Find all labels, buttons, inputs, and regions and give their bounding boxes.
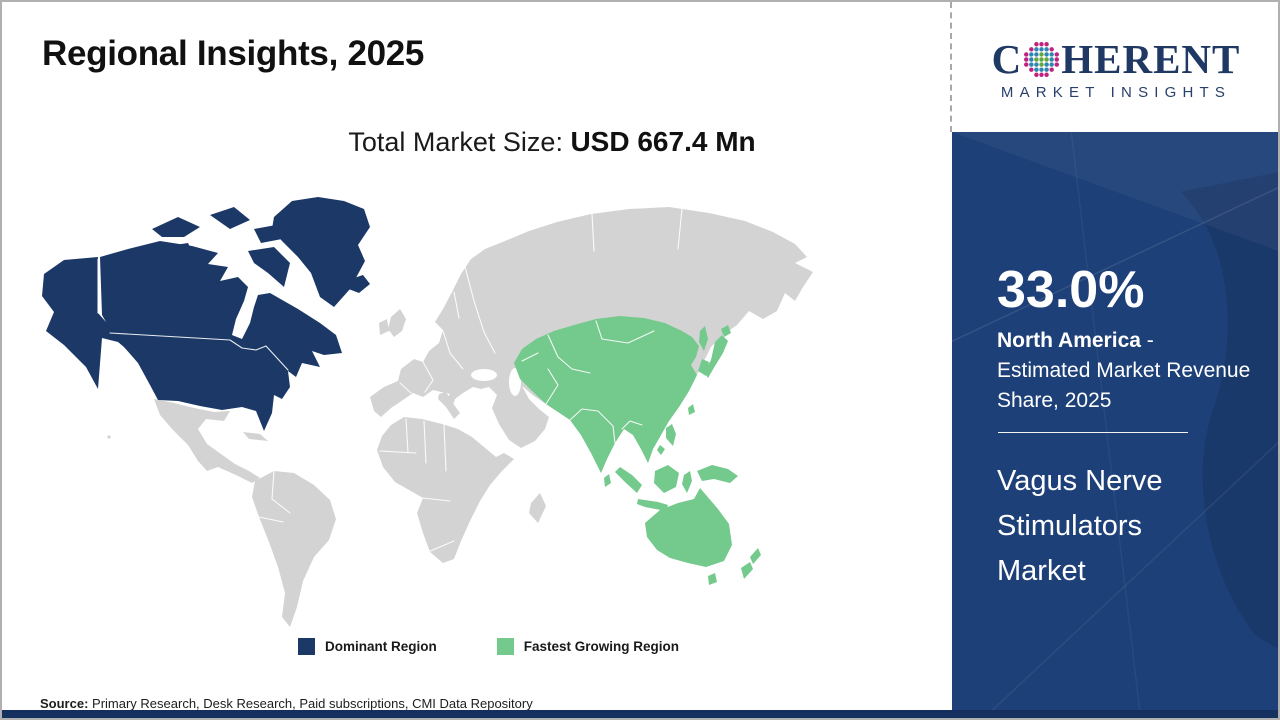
source-label: Source: <box>40 696 89 711</box>
logo-word-rest: HERENT <box>1061 36 1241 82</box>
logo-globe-icon <box>1024 42 1060 77</box>
market-size-value: USD 667.4 Mn <box>570 126 756 157</box>
page-title: Regional Insights, 2025 <box>42 34 425 73</box>
world-map <box>42 197 813 627</box>
fastest-growing-region-label: Fastest Growing Region <box>523 639 680 654</box>
dominant-region-label: Dominant Region <box>325 639 437 654</box>
legend-item-fastest-growing: Fastest Growing Region <box>496 638 680 655</box>
market-share-description: North America - Estimated Market Revenue… <box>997 326 1252 416</box>
market-share-description-text: - Estimated Market Revenue Share, 2025 <box>997 329 1251 412</box>
source-note: Source: Primary Research, Desk Research,… <box>40 696 533 711</box>
region-north-america <box>42 197 370 431</box>
map-legend: Dominant Region Fastest Growing Region <box>298 638 679 655</box>
sidebar-map-texture <box>952 132 1278 718</box>
country-borders <box>97 208 683 553</box>
logo-letter-c: C <box>991 36 1023 82</box>
brand-logo: C HERENT MARKET INSIGHTS <box>950 2 1278 132</box>
market-size-label: Total Market Size: <box>348 127 571 157</box>
divider-line <box>998 432 1188 433</box>
logo-tagline: MARKET INSIGHTS <box>1000 84 1232 101</box>
market-share-value: 33.0% <box>997 261 1145 319</box>
market-name: Vagus Nerve Stimulators Market <box>997 465 1163 587</box>
region-asia-pacific <box>514 316 761 585</box>
sidebar-panel: 33.0% North America - Estimated Market R… <box>952 132 1278 718</box>
logo-wordmark: C HERENT <box>992 39 1241 80</box>
market-share-region: North America <box>997 329 1141 352</box>
market-size-heading: Total Market Size: USD 667.4 Mn <box>162 126 942 158</box>
bottom-bar <box>2 710 1278 718</box>
source-text: Primary Research, Desk Research, Paid su… <box>88 696 533 711</box>
sidebar: C HERENT MARKET INSIGHTS <box>950 2 1278 718</box>
dominant-region-swatch <box>298 638 315 655</box>
fastest-growing-region-swatch <box>496 638 514 655</box>
sidebar-content: 33.0% North America - Estimated Market R… <box>952 132 1278 594</box>
legend-item-dominant: Dominant Region <box>298 638 437 655</box>
